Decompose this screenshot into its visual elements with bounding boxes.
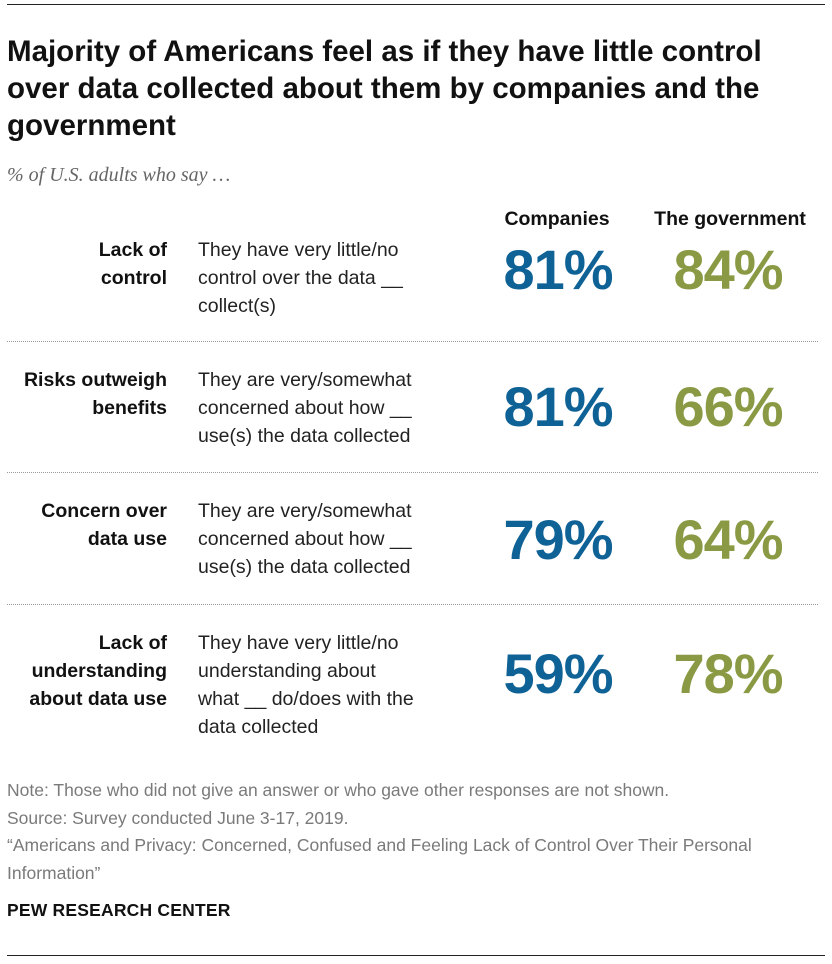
value-companies: 81%	[503, 238, 613, 301]
row-category: Lack of control	[98, 239, 167, 289]
value-government: 64%	[673, 508, 783, 571]
row-description: They are very/somewhat concerned about h…	[198, 500, 412, 578]
row-description: They have very little/no understanding a…	[198, 632, 414, 738]
report-title: “Americans and Privacy: Concerned, Confu…	[7, 835, 752, 883]
value-companies: 81%	[503, 375, 613, 438]
row-category: Lack of understanding about data use	[29, 632, 167, 710]
row-divider	[7, 604, 818, 605]
row-description: They are very/somewhat concerned about h…	[198, 369, 412, 447]
value-government: 84%	[673, 238, 783, 301]
value-government: 78%	[673, 642, 783, 705]
note-text: Note: Those who did not give an answer o…	[7, 780, 670, 800]
row-divider	[7, 472, 818, 473]
row-category: Concern over data use	[41, 500, 167, 550]
row-divider	[7, 341, 818, 342]
top-rule	[7, 4, 825, 5]
value-companies: 59%	[503, 642, 613, 705]
chart-title: Majority of Americans feel as if they ha…	[7, 35, 762, 142]
organization-name: PEW RESEARCH CENTER	[7, 900, 231, 920]
value-government: 66%	[673, 375, 783, 438]
column-header-government: The government	[654, 208, 806, 230]
row-category: Risks outweigh benefits	[23, 369, 167, 419]
source-text: Source: Survey conducted June 3-17, 2019…	[7, 807, 349, 828]
notes: Note: Those who did not give an answer o…	[7, 777, 825, 887]
row-description: They have very little/no control over th…	[198, 239, 403, 317]
bottom-rule	[7, 955, 825, 956]
value-companies: 79%	[503, 508, 613, 571]
column-header-companies: Companies	[504, 208, 610, 230]
chart-subtitle: % of U.S. adults who say …	[7, 164, 231, 186]
